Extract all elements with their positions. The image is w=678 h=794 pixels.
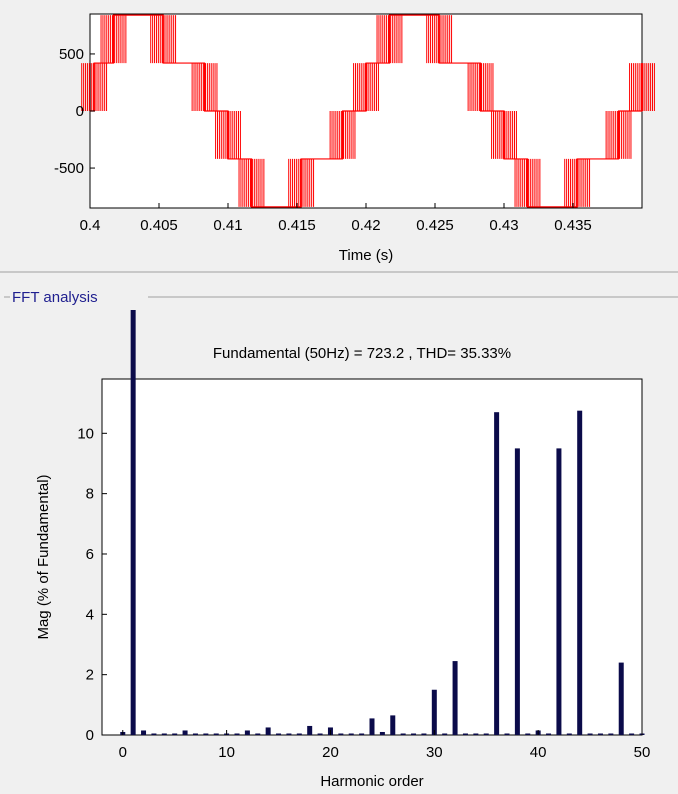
pwm-switching-burst (81, 63, 108, 111)
fft-bar (203, 733, 209, 735)
fft-bar (172, 733, 178, 735)
fft-bar (307, 725, 313, 735)
fft-x-axis-label: Harmonic order (320, 773, 423, 790)
pwm-switching-burst (605, 111, 632, 159)
pwm-switching-burst (238, 158, 265, 207)
fft-y-tick-label: 8 (86, 486, 94, 503)
fft-bar (442, 733, 448, 735)
fft-bar (577, 410, 583, 735)
fft-bar (608, 733, 614, 735)
pwm-switching-burst (353, 63, 379, 111)
time-x-tick-label: 0.425 (416, 217, 454, 234)
time-trace (81, 14, 655, 208)
fft-bar (348, 733, 354, 735)
fft-y-tick-label: 0 (86, 727, 94, 744)
fft-y-tick-label: 6 (86, 546, 94, 563)
fft-bar (483, 733, 489, 735)
fft-bar (379, 731, 385, 735)
fft-x-tick-label: 10 (218, 744, 235, 761)
time-x-tick-label: 0.42 (351, 217, 380, 234)
fft-bar (504, 733, 510, 735)
fft-bar (369, 718, 375, 735)
time-y-tick-label: 0 (76, 103, 84, 120)
fft-bar (629, 733, 635, 735)
fft-y-ticks: 0 2 4 6 8 10 (77, 425, 107, 744)
fft-x-tick-label: 40 (530, 744, 547, 761)
fft-bar (473, 733, 479, 735)
time-x-tick-label: 0.415 (278, 217, 316, 234)
fft-y-tick-label: 4 (86, 606, 94, 623)
fft-y-axis-label: Mag (% of Fundamental) (35, 474, 52, 639)
fft-x-tick-label: 30 (426, 744, 443, 761)
pwm-switching-burst (564, 158, 591, 207)
pwm-switching-burst (629, 63, 655, 111)
fft-bar (618, 662, 624, 735)
fft-chart-title: Fundamental (50Hz) = 723.2 , THD= 35.33% (213, 345, 511, 362)
fft-bar (421, 733, 427, 735)
fft-x-tick-label: 20 (322, 744, 339, 761)
fft-bar (587, 733, 593, 735)
fft-bar (234, 733, 240, 735)
fft-bar (411, 733, 417, 735)
time-y-ticks: 500 0 -500 (54, 46, 95, 177)
fft-bar (431, 689, 437, 735)
fft-bar (161, 733, 167, 735)
time-trace-line (90, 14, 643, 208)
fft-panel-label: FFT analysis (12, 289, 98, 306)
fft-bar (452, 661, 458, 735)
fft-y-tick-label: 10 (77, 425, 94, 442)
pwm-switching-burst (514, 158, 541, 207)
fft-bar (566, 733, 572, 735)
time-x-tick-label: 0.43 (489, 217, 518, 234)
fft-bar (525, 733, 531, 735)
fft-x-tick-label: 50 (634, 744, 651, 761)
fft-bar (546, 733, 552, 735)
fft-bar (556, 448, 562, 735)
fft-bar (514, 448, 520, 735)
pwm-switching-burst (491, 111, 517, 159)
time-x-tick-label: 0.435 (554, 217, 592, 234)
fft-bar (338, 733, 344, 735)
pwm-switching-burst (376, 15, 403, 64)
fft-x-ticks: 0 10 20 30 40 50 (119, 730, 651, 761)
fft-bar (359, 733, 365, 735)
fft-bar (130, 310, 136, 735)
fft-bar (265, 727, 271, 735)
fft-bar (255, 733, 261, 735)
fft-bar (151, 733, 157, 735)
time-x-tick-label: 0.405 (140, 217, 178, 234)
pwm-switching-burst (467, 63, 494, 111)
fft-bar (276, 733, 282, 735)
pwm-switching-burst (426, 15, 453, 64)
fft-bar (296, 733, 302, 735)
fft-bar (141, 730, 147, 735)
time-x-tick-label: 0.41 (213, 217, 242, 234)
pwm-switching-burst (150, 15, 177, 64)
time-y-tick-label: -500 (54, 160, 84, 177)
time-x-ticks: 0.4 0.405 0.41 0.415 0.42 0.425 0.43 0.435 (80, 203, 592, 234)
fft-bar (286, 733, 292, 735)
pwm-switching-burst (215, 111, 241, 159)
pwm-switching-burst (329, 111, 356, 159)
time-x-tick-label: 0.4 (80, 217, 101, 234)
fft-bar (400, 733, 406, 735)
pwm-switching-burst (100, 15, 127, 64)
time-x-axis-label: Time (s) (339, 247, 393, 264)
fft-x-tick-label: 0 (119, 744, 127, 761)
fft-y-tick-label: 2 (86, 667, 94, 684)
fft-bar (192, 733, 198, 735)
fft-bar (597, 733, 603, 735)
fft-bar (244, 730, 250, 735)
fft-bar (390, 715, 396, 735)
fft-bar (494, 412, 500, 735)
fft-bar (213, 733, 219, 735)
time-y-tick-label: 500 (59, 46, 84, 63)
pwm-switching-burst (288, 158, 315, 207)
fft-plot-area (101, 378, 643, 736)
pwm-switching-burst (191, 63, 218, 111)
fft-bar (182, 730, 188, 735)
fft-bar (462, 733, 468, 735)
fft-bar (317, 733, 323, 735)
